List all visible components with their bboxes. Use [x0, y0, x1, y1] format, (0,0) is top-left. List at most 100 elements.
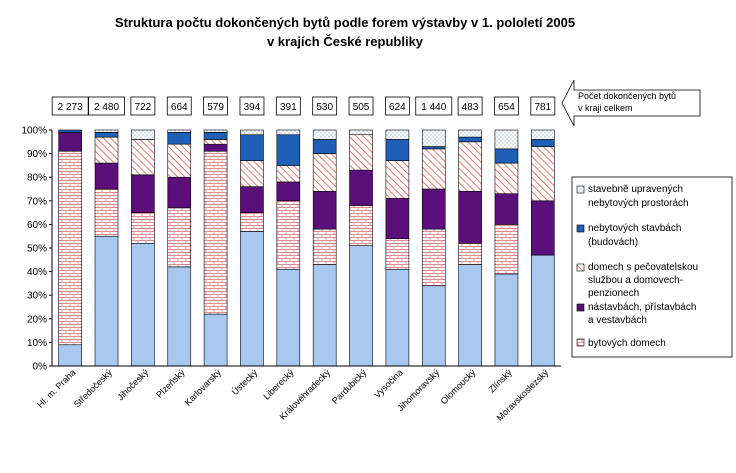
bar-segment	[312, 129, 337, 140]
total-value: 664	[171, 102, 188, 113]
bar-segment	[240, 212, 264, 232]
bar-segment	[385, 238, 410, 270]
bar-segment	[203, 129, 228, 133]
bar-segment	[458, 264, 482, 367]
bar-segment	[349, 245, 373, 367]
bar-segment	[240, 186, 264, 213]
total-box	[415, 96, 453, 116]
total-value: 505	[353, 102, 370, 113]
total-box	[166, 96, 192, 116]
legend-label-nonresidential: nebytových stavbách (budovách)	[588, 223, 681, 248]
bar-segment	[531, 200, 555, 256]
bar-segment	[421, 129, 446, 147]
y-tick-label: 40%	[27, 267, 47, 278]
bar-segment	[131, 129, 155, 140]
category-label: Pardubický	[330, 367, 369, 406]
total-value: 624	[389, 102, 406, 113]
total-box	[457, 96, 483, 116]
bar-segment	[494, 129, 519, 150]
bar-segment	[385, 139, 410, 161]
category-label: Karlovarský	[183, 367, 224, 408]
legend-swatch-care-homes	[576, 263, 585, 272]
bars	[58, 129, 555, 367]
y-axis-ticks: 0% 10% 20% 30% 40% 50% 60% 70% 80% 90% 100%	[21, 126, 52, 373]
bar-segment	[349, 205, 373, 246]
category-label: Hl. m. Praha	[35, 367, 77, 409]
y-tick-label: 60%	[27, 220, 47, 231]
bar-segment	[458, 141, 482, 192]
y-tick-label: 90%	[27, 149, 47, 160]
total-box	[239, 96, 265, 116]
bar-segment	[349, 134, 373, 171]
category-label: Olomoucký	[439, 367, 478, 406]
bar-segment	[458, 191, 482, 244]
bar-segment	[312, 139, 337, 154]
legend-swatch-nonresidential-adapted	[576, 185, 585, 194]
bar-segment	[312, 191, 337, 230]
total-box	[203, 96, 229, 116]
category-label: Vysočina	[372, 367, 405, 400]
legend-label-nonresidential-adapted: stavebně upravených nebytových prostorách	[588, 184, 689, 209]
bar-segment	[385, 129, 410, 140]
bar-segment	[276, 129, 301, 136]
bar-segment	[276, 181, 301, 202]
bar-segment	[58, 344, 82, 367]
bar-segment	[167, 266, 192, 367]
bar-segment	[94, 235, 119, 367]
total-box	[494, 96, 519, 116]
bar-segment	[240, 231, 264, 367]
bar-segment	[531, 139, 555, 147]
bar-segment	[94, 188, 119, 237]
legend: stavebně upravených nebytových prostorách…	[571, 176, 733, 358]
bar-segment	[276, 134, 301, 166]
total-value: 781	[534, 102, 551, 113]
bar-segment	[458, 242, 482, 265]
bar-segment	[203, 132, 228, 140]
legend-swatch-nonresidential	[576, 224, 585, 233]
total-value: 579	[207, 102, 224, 113]
bar-segment	[276, 165, 301, 183]
y-tick-label: 0%	[33, 362, 48, 373]
bar-segment	[312, 228, 337, 265]
total-value: 483	[462, 102, 479, 113]
bar-segment	[276, 200, 301, 270]
total-box	[275, 96, 301, 116]
bar-segment	[94, 132, 119, 138]
bar-segment	[167, 176, 192, 209]
bar-segment	[312, 264, 337, 367]
bar-segment	[203, 150, 228, 315]
total-value: 391	[280, 102, 297, 113]
bar-segment	[58, 129, 82, 133]
legend-label-care-homes: domech s pečovatelskou službou a domovech…	[588, 262, 698, 299]
category-label: Liberecký	[261, 367, 296, 402]
category-label: Jihočeský	[115, 367, 150, 402]
category-label: Zlínský	[487, 367, 515, 395]
bar-segment	[312, 153, 337, 192]
totals-note-line2: v kraji celkem	[578, 103, 633, 113]
totals-callout: Počet dokončených bytů v kraji celkem	[561, 79, 701, 127]
bar-segment	[349, 129, 373, 136]
bar-segment	[385, 160, 410, 199]
bar-segment	[531, 146, 555, 202]
total-box	[88, 96, 125, 116]
total-box	[130, 96, 156, 116]
chart-subtitle: v krajích České republiky	[267, 34, 424, 49]
bar-segment	[131, 139, 155, 176]
bar-segment	[494, 148, 519, 164]
y-tick-label: 80%	[27, 173, 47, 184]
bar-segment	[276, 268, 301, 367]
bar-segment	[240, 134, 264, 161]
legend-swatch-apartment-buildings	[576, 338, 585, 347]
bar-segment	[94, 129, 119, 133]
bar-segment	[421, 188, 446, 230]
bar-segment	[131, 174, 155, 213]
bar-segment	[421, 146, 446, 150]
bar-segment	[494, 224, 519, 275]
totals-row: 2 273 2 480 722 664 579 394 391 530 505 624 1 440 4…	[51, 96, 556, 116]
y-tick-label: 20%	[27, 314, 47, 325]
total-box	[530, 96, 556, 116]
bar-segment	[421, 148, 446, 190]
bar-segment	[203, 313, 228, 367]
total-box	[348, 96, 374, 116]
